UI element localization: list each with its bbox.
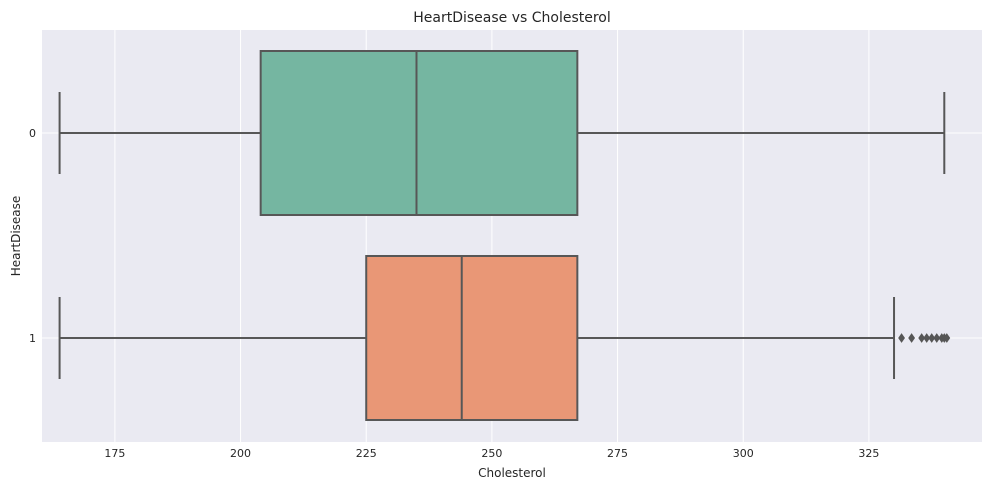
outlier-point: [928, 333, 936, 343]
boxes: [58, 50, 951, 421]
x-tick-label: 300: [733, 447, 754, 460]
box-iqr: [365, 255, 579, 421]
outlier-point: [918, 333, 926, 343]
chart-title: HeartDisease vs Cholesterol: [413, 10, 611, 26]
box-group-1: [58, 255, 951, 421]
x-tick-label: 200: [230, 447, 251, 460]
outlier-point: [908, 333, 916, 343]
y-axis-label: HeartDisease: [9, 196, 23, 277]
box-iqr: [259, 50, 579, 216]
y-tick-labels: 01: [29, 127, 36, 345]
x-tick-label: 175: [104, 447, 125, 460]
outlier-point: [943, 333, 951, 343]
box-group-0: [58, 50, 946, 216]
outlier-point: [898, 333, 905, 343]
x-tick-labels: 175 200 225 250 275 300 325: [104, 447, 879, 460]
y-tick-label: 0: [29, 127, 36, 140]
x-axis-label: Cholesterol: [478, 466, 546, 480]
x-tick-label: 225: [356, 447, 377, 460]
y-tick-label: 1: [29, 332, 36, 345]
x-tick-label: 325: [858, 447, 879, 460]
outlier-point: [923, 333, 931, 343]
x-tick-label: 250: [481, 447, 502, 460]
outlier-point: [933, 333, 941, 343]
x-tick-label: 275: [607, 447, 628, 460]
